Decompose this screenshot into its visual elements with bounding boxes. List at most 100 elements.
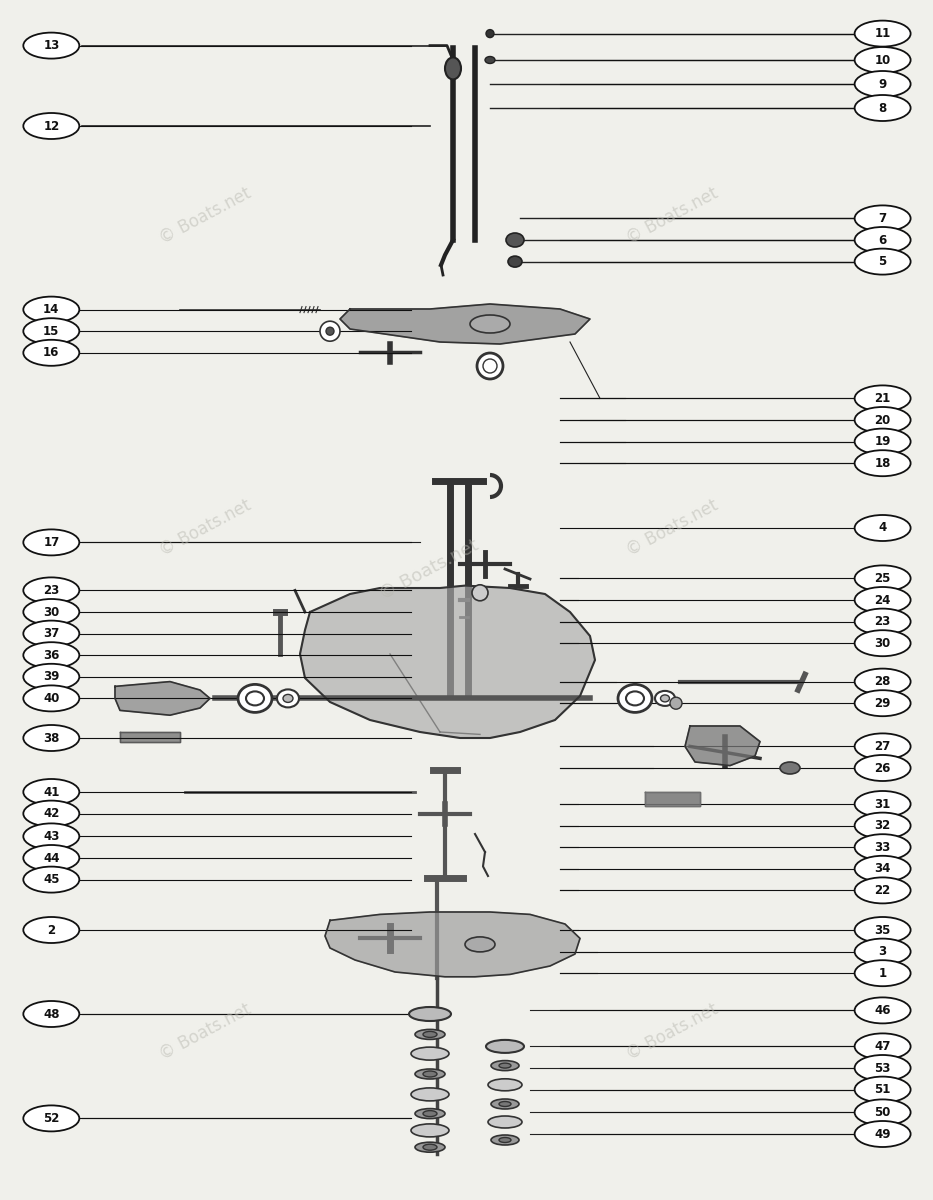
Ellipse shape [485,56,495,64]
Text: © Boats.net: © Boats.net [623,497,720,559]
Ellipse shape [23,318,79,344]
Text: 31: 31 [874,798,891,810]
Ellipse shape [499,1102,511,1106]
Ellipse shape [855,608,911,635]
Text: 36: 36 [43,649,60,661]
Ellipse shape [23,599,79,625]
Ellipse shape [855,1033,911,1060]
Text: 29: 29 [874,697,891,709]
Ellipse shape [855,668,911,695]
Ellipse shape [423,1070,437,1078]
Polygon shape [115,682,210,715]
Polygon shape [300,586,595,738]
Ellipse shape [855,450,911,476]
Text: 43: 43 [43,830,60,842]
Text: 42: 42 [43,808,60,820]
Text: 21: 21 [874,392,891,404]
Ellipse shape [488,1079,522,1091]
Polygon shape [645,792,700,806]
Ellipse shape [499,1063,511,1068]
Text: 9: 9 [879,78,886,90]
Text: 1: 1 [879,967,886,979]
Ellipse shape [238,684,272,713]
Circle shape [326,328,334,335]
Text: © Boats.net: © Boats.net [157,497,254,559]
Ellipse shape [411,1124,449,1136]
Text: 38: 38 [43,732,60,744]
Ellipse shape [445,58,461,79]
Ellipse shape [855,227,911,253]
Circle shape [486,30,494,37]
Ellipse shape [23,866,79,893]
Text: 12: 12 [43,120,60,132]
Text: 47: 47 [874,1040,891,1052]
Text: © Boats.net: © Boats.net [377,536,481,604]
Ellipse shape [23,577,79,604]
Text: 52: 52 [43,1112,60,1124]
Ellipse shape [423,1031,437,1037]
Text: 50: 50 [874,1106,891,1118]
Text: 26: 26 [874,762,891,774]
Text: 3: 3 [879,946,886,958]
Ellipse shape [626,691,644,706]
Ellipse shape [23,845,79,871]
Ellipse shape [855,565,911,592]
Ellipse shape [415,1142,445,1152]
Text: 7: 7 [879,212,886,224]
Ellipse shape [855,20,911,47]
Ellipse shape [855,428,911,455]
Ellipse shape [277,689,299,708]
Ellipse shape [23,642,79,668]
Text: 44: 44 [43,852,60,864]
Text: 39: 39 [43,671,60,683]
Ellipse shape [855,997,911,1024]
Text: 23: 23 [874,616,891,628]
Text: 14: 14 [43,304,60,316]
Text: © Boats.net: © Boats.net [623,1001,720,1063]
Ellipse shape [855,755,911,781]
Text: 2: 2 [48,924,55,936]
Ellipse shape [411,1048,449,1060]
Ellipse shape [23,823,79,850]
Ellipse shape [855,385,911,412]
Text: 32: 32 [874,820,891,832]
Ellipse shape [618,684,652,713]
Text: 34: 34 [874,863,891,875]
Text: © Boats.net: © Boats.net [157,1001,254,1063]
Ellipse shape [23,620,79,647]
Text: © Boats.net: © Boats.net [623,185,720,247]
Ellipse shape [23,779,79,805]
Ellipse shape [283,695,293,702]
Text: 18: 18 [874,457,891,469]
Text: 49: 49 [874,1128,891,1140]
Ellipse shape [409,1007,451,1021]
Ellipse shape [855,877,911,904]
Ellipse shape [415,1069,445,1079]
Ellipse shape [23,529,79,556]
Ellipse shape [423,1145,437,1150]
Ellipse shape [415,1109,445,1118]
Ellipse shape [23,917,79,943]
Ellipse shape [661,695,670,702]
Circle shape [320,322,340,341]
Ellipse shape [23,800,79,827]
Circle shape [483,359,497,373]
Text: 24: 24 [874,594,891,606]
Text: 5: 5 [879,256,886,268]
Ellipse shape [855,834,911,860]
Text: 6: 6 [879,234,886,246]
Ellipse shape [855,205,911,232]
Text: 33: 33 [874,841,891,853]
Polygon shape [340,304,590,344]
Text: 15: 15 [43,325,60,337]
Ellipse shape [855,960,911,986]
Ellipse shape [23,1001,79,1027]
Text: 27: 27 [874,740,891,752]
Ellipse shape [23,685,79,712]
Text: 25: 25 [874,572,891,584]
Text: 28: 28 [874,676,891,688]
Text: 45: 45 [43,874,60,886]
Ellipse shape [855,1121,911,1147]
Ellipse shape [855,47,911,73]
Ellipse shape [655,691,675,706]
